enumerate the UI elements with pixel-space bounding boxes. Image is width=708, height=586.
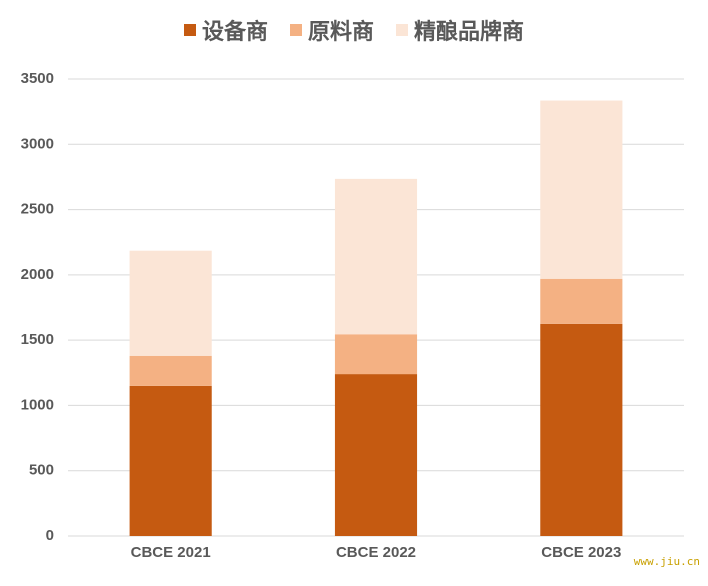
- bar-segment: [540, 278, 623, 324]
- legend: 设备商 原料商 精酿品牌商: [0, 14, 708, 46]
- legend-item: 原料商: [289, 14, 374, 46]
- legend-swatch: [289, 24, 302, 36]
- bar-segment: [540, 323, 623, 536]
- y-tick-label: 1000: [21, 396, 54, 413]
- x-tick-label: CBCE 2022: [336, 544, 416, 561]
- y-tick-label: 1500: [21, 331, 54, 348]
- y-tick-label: 500: [29, 462, 54, 479]
- y-tick-label: 2500: [21, 201, 54, 218]
- bar-segment: [334, 178, 418, 335]
- bar-segment: [540, 100, 623, 279]
- legend-item: 设备商: [183, 14, 268, 46]
- legend-swatch: [183, 24, 196, 36]
- bar-segment: [129, 355, 212, 386]
- bar-segment: [334, 334, 418, 375]
- bar-segment: [129, 385, 212, 536]
- y-tick-label: 3500: [21, 70, 54, 87]
- legend-swatch: [396, 24, 408, 36]
- y-tick-label: 0: [46, 527, 54, 544]
- legend-item: 精酿品牌商: [396, 14, 524, 46]
- bar-segment: [129, 250, 212, 356]
- y-tick-label: 3000: [21, 135, 54, 152]
- y-tick-label: 2000: [21, 266, 54, 283]
- legend-label: 设备商: [201, 20, 268, 45]
- x-tick-label: CBCE 2021: [131, 544, 211, 561]
- legend-label: 精酿品牌商: [414, 20, 525, 45]
- x-tick-label: CBCE 2023: [541, 544, 621, 561]
- legend-label: 原料商: [307, 20, 374, 45]
- bar-segment: [334, 374, 418, 536]
- watermark: www.jiu.cn: [633, 555, 700, 568]
